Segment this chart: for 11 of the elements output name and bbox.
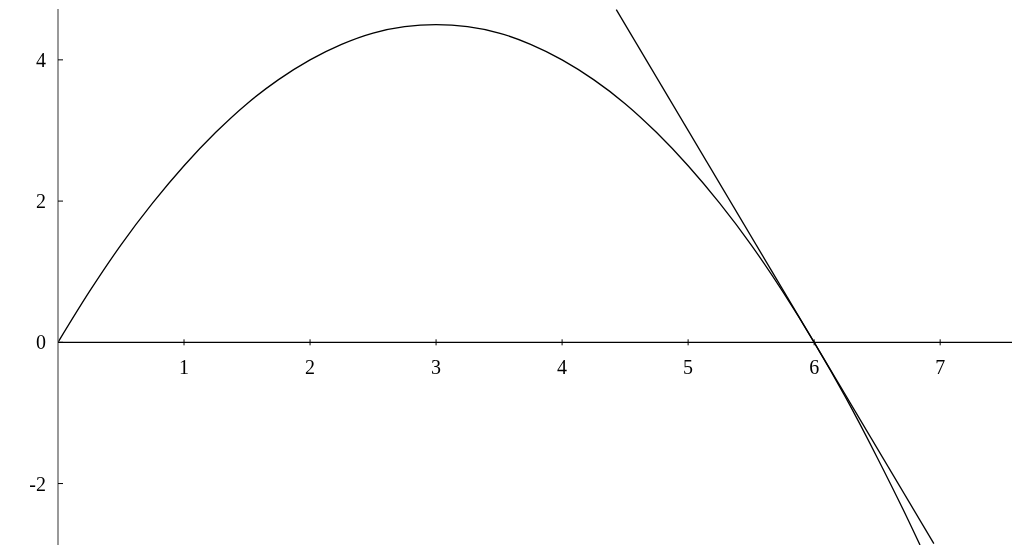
y-tick-label: 0 [36, 331, 46, 354]
y-tick-label: 4 [36, 48, 46, 71]
x-tick-label: 5 [683, 355, 694, 378]
x-tick-label: 7 [935, 355, 946, 378]
x-tick-label: 2 [305, 355, 316, 378]
x-tick-label: 1 [179, 355, 190, 378]
x-tick-label: 3 [431, 355, 442, 378]
y-tick-label: 2 [36, 190, 46, 213]
x-tick-label: 4 [557, 355, 568, 378]
y-tick-label: -2 [29, 472, 46, 495]
x-tick-label: 6 [809, 355, 820, 378]
